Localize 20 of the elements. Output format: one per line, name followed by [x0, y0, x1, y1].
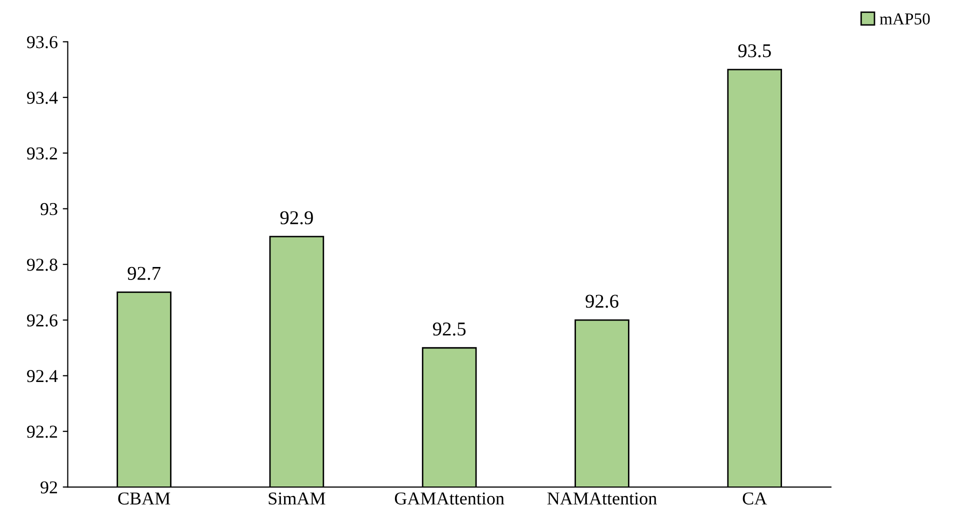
y-tick-label: 92.6 [26, 314, 58, 327]
x-tick-label: NAMAttention [547, 492, 657, 505]
y-tick-label: 92.4 [26, 370, 58, 382]
y-tick-label: 93.2 [26, 147, 58, 160]
legend-label: mAP50 [880, 13, 930, 25]
data-label: 92.6 [586, 294, 618, 308]
y-tick-label: 92.8 [26, 258, 58, 271]
data-label: 92.5 [432, 322, 466, 336]
x-tick-label: CA [742, 492, 768, 505]
y-tick-label: 92 [40, 481, 58, 494]
y-tick-label: 92.2 [26, 426, 58, 438]
x-tick-label: CBAM [118, 492, 170, 505]
y-tick-label: 93.6 [26, 36, 58, 48]
data-label: 92.9 [280, 211, 313, 224]
y-tick-label: 93.4 [26, 92, 58, 104]
data-label: 93.5 [738, 44, 771, 58]
y-tick-label: 93 [40, 203, 58, 216]
data-label: 92.7 [128, 266, 161, 280]
x-tick-label: GAMAttention [394, 492, 504, 505]
x-tick-label: SimAM [268, 492, 326, 505]
